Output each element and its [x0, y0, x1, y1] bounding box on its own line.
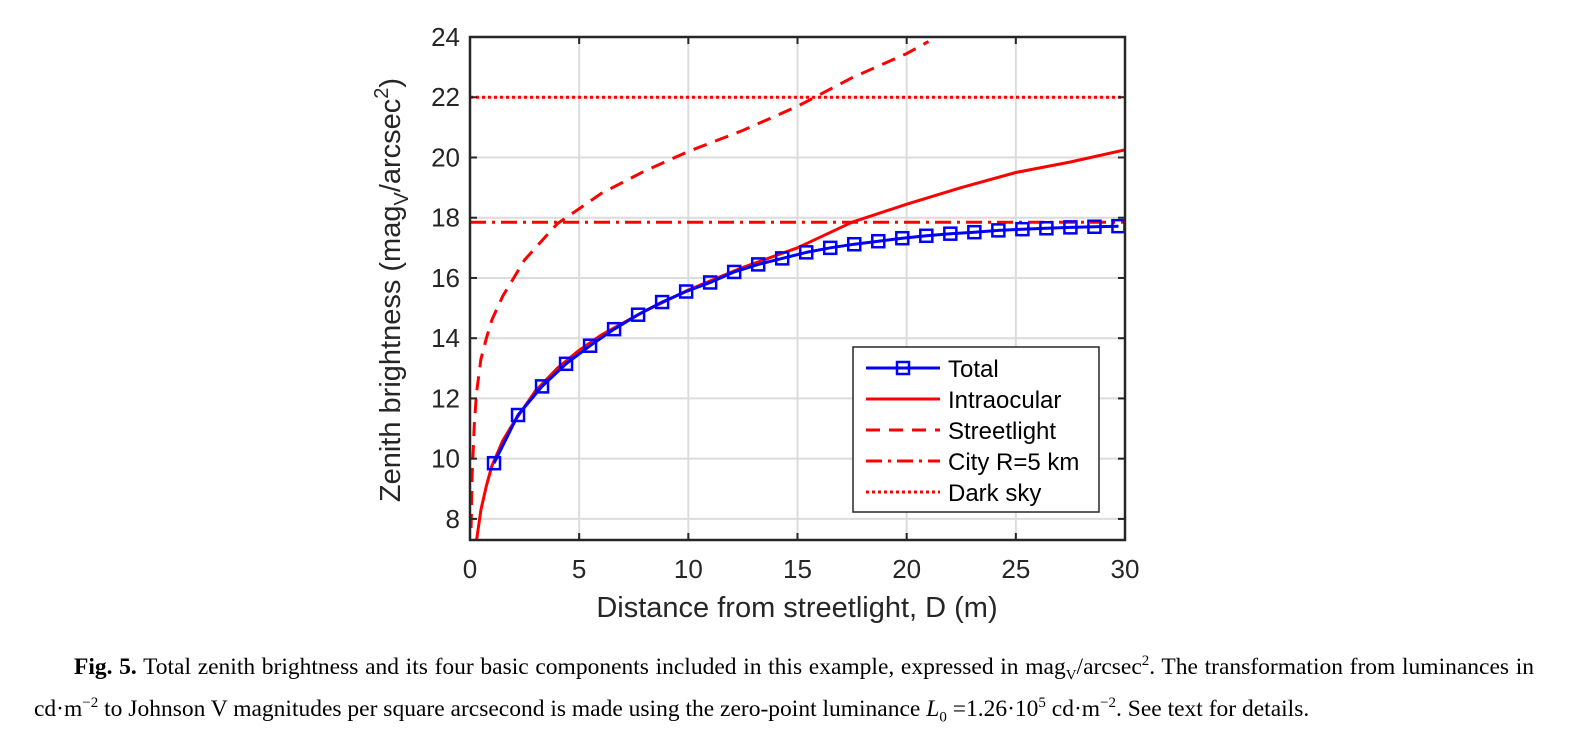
data-point-total	[750, 257, 766, 272]
x-tick-label: 30	[1111, 554, 1140, 584]
y-tick-label: 10	[431, 444, 460, 474]
x-tick-label: 25	[1001, 554, 1030, 584]
data-point-total	[847, 236, 862, 252]
x-tick-label: 20	[892, 554, 921, 584]
figure-caption: Fig. 5. Total zenith brightness and its …	[34, 648, 1534, 731]
caption-sup-m2b: −2	[1100, 694, 1117, 711]
data-point-total	[510, 407, 526, 423]
x-tick-label: 0	[463, 554, 477, 584]
data-point-total	[871, 233, 886, 249]
caption-text-6: cd·m	[1045, 695, 1101, 722]
y-axis-label: Zenith brightness (magV/arcsec2)	[371, 78, 413, 502]
data-point-total	[1015, 221, 1030, 237]
legend-label-total: Total	[948, 356, 999, 383]
data-point-total	[726, 264, 742, 280]
data-point-total	[1087, 219, 1102, 235]
caption-text-5: =1.26·10	[946, 695, 1039, 722]
data-point-total	[558, 356, 574, 372]
data-point-total	[991, 223, 1006, 238]
data-point-total	[967, 224, 982, 240]
legend: Total Intraocular Streetlight City R=5 km Da…	[852, 346, 1100, 513]
data-point-total	[943, 226, 958, 241]
caption-text-2: /arcsec	[1076, 653, 1142, 680]
data-point-total	[919, 228, 934, 244]
caption-text-1: Total zenith brightness and its four bas…	[136, 653, 1066, 680]
data-point-total	[606, 321, 622, 337]
legend-marker-total	[895, 360, 911, 376]
legend-box	[852, 346, 1100, 513]
series-layer	[470, 40, 1125, 540]
caption-sup-2: 2	[1141, 653, 1150, 669]
y-axis-label-mid: /arcsec	[375, 99, 407, 192]
data-point-total	[582, 338, 598, 353]
data-point-total	[534, 379, 550, 394]
data-point-total	[1063, 220, 1078, 235]
y-tick-label: 18	[431, 203, 460, 233]
legend-label-streetlight: Streetlight	[948, 418, 1056, 445]
y-tick-label: 22	[431, 82, 460, 112]
caption-l0-sub: 0	[939, 709, 947, 726]
series-line-total	[492, 224, 1119, 464]
caption-text-7: . See text for details.	[1116, 695, 1310, 722]
tick-labels: 0 5 10 15 20 25 30 8 10 12 14 16 18 20 22 24	[431, 22, 1139, 584]
y-axis-label-main: Zenith brightness (mag	[375, 206, 407, 503]
y-tick-label: 12	[431, 383, 460, 413]
legend-label-city-r-5-km: City R=5 km	[948, 449, 1079, 476]
caption-sub-v: V	[1065, 667, 1077, 684]
y-tick-label: 20	[431, 142, 460, 172]
y-axis-label-end: )	[375, 78, 407, 88]
ticks	[469, 36, 1126, 540]
y-axis-label-sup: 2	[371, 88, 393, 99]
caption-text-3: . The transformation from luminances in …	[34, 653, 1534, 722]
caption-label: Fig. 5.	[74, 653, 137, 680]
y-tick-label: 14	[431, 323, 460, 353]
x-tick-label: 15	[783, 554, 812, 584]
y-tick-label: 24	[431, 22, 460, 52]
data-point-total	[774, 251, 790, 266]
legend-label-dark-sky: Dark sky	[948, 480, 1041, 507]
caption-l0: L	[926, 695, 940, 722]
chart: 0 5 10 15 20 25 30 8 10 12 14 16 18 20 22 24 Distance f…	[371, 22, 1139, 624]
x-axis-label: Distance from streetlight, D (m)	[596, 592, 997, 624]
data-point-total	[630, 307, 646, 322]
y-axis-label-sub: V	[391, 192, 413, 206]
data-point-total	[654, 294, 670, 310]
caption-sup-m2a: −2	[82, 694, 99, 711]
y-tick-label: 8	[446, 504, 460, 534]
y-tick-label: 16	[431, 263, 460, 293]
series-line-streetlight	[470, 40, 930, 529]
data-point-total	[486, 455, 502, 471]
caption-text-4: to Johnson V magnitudes per square arcse…	[98, 695, 927, 722]
x-tick-label: 5	[572, 554, 586, 584]
x-tick-label: 10	[674, 554, 703, 584]
data-point-total	[702, 275, 718, 290]
data-point-total	[1039, 221, 1054, 236]
data-point-total	[798, 245, 814, 260]
data-point-total	[895, 230, 910, 246]
caption-sup-5: 5	[1038, 694, 1046, 711]
data-point-total	[678, 284, 694, 299]
data-point-total	[823, 240, 838, 256]
legend-label-intraocular: Intraocular	[948, 387, 1061, 414]
